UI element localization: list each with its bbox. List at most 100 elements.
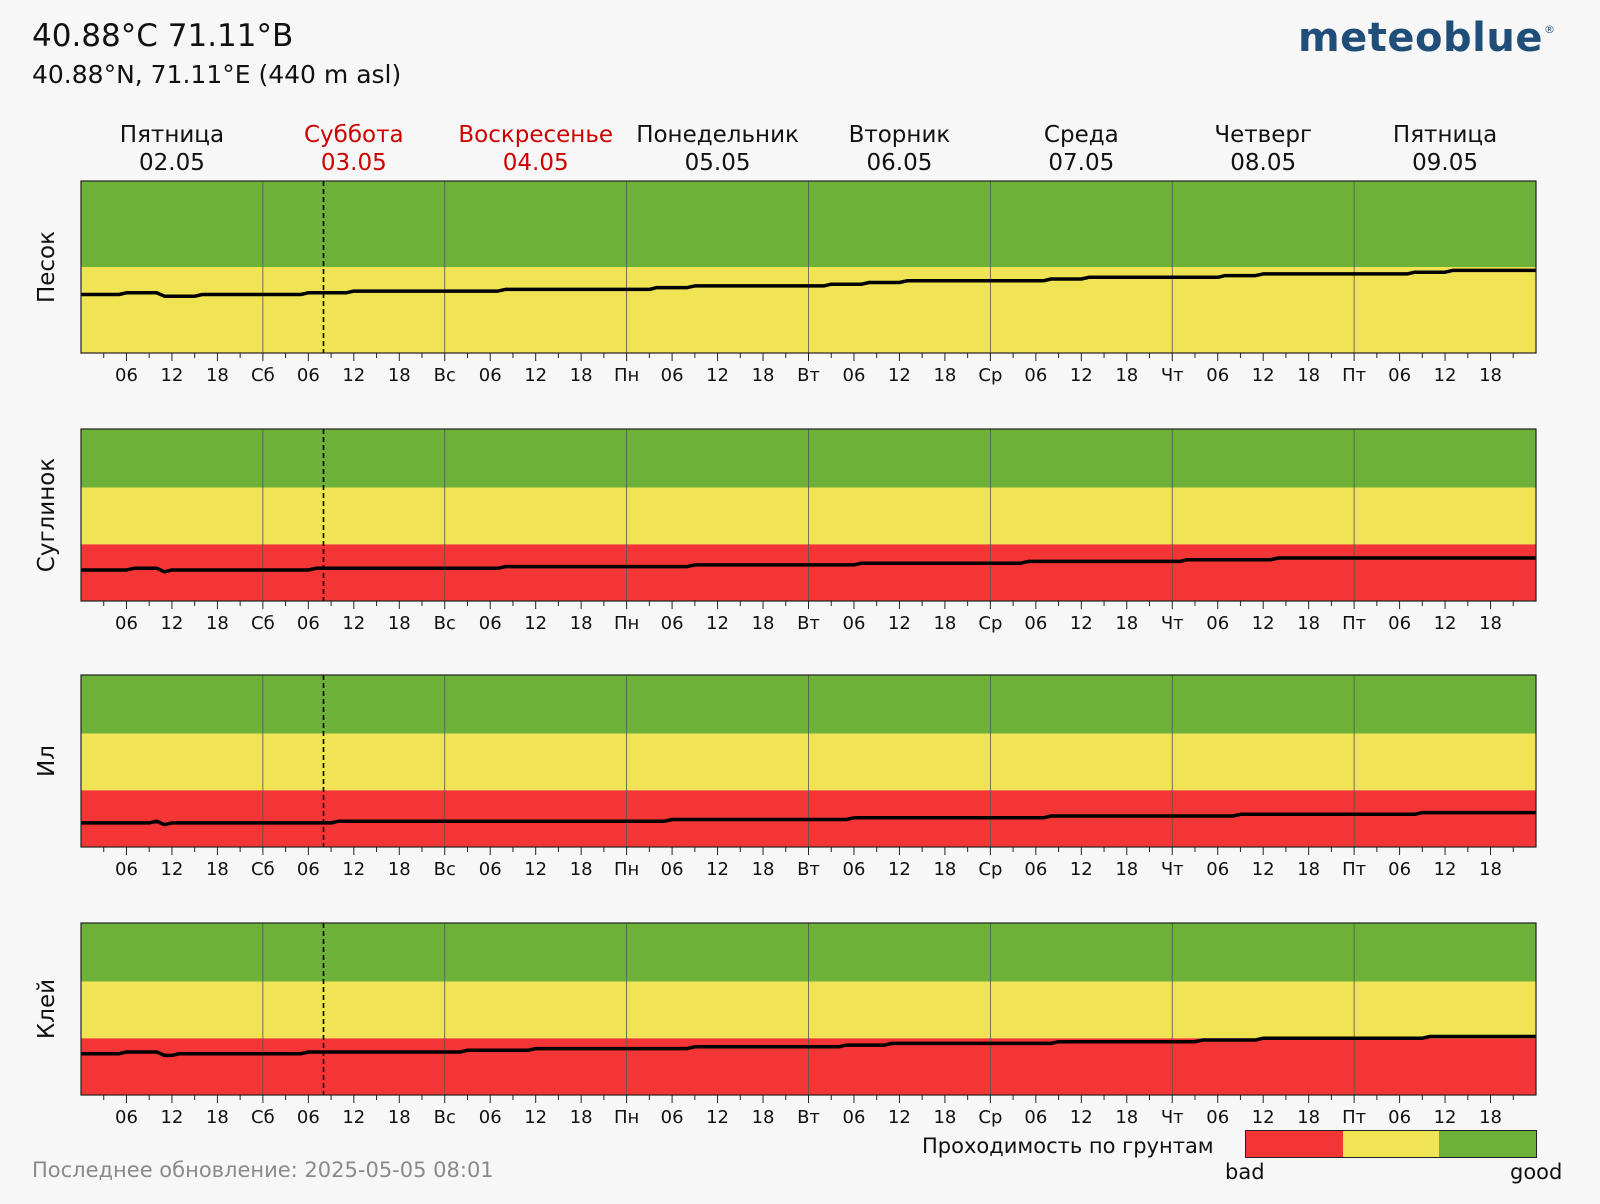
meteoblue-logo[interactable]: meteoblue® [1298, 15, 1556, 61]
series-line [81, 556, 1536, 574]
x-tick-label: Ср [978, 613, 1002, 634]
x-tick-label: 12 [706, 365, 729, 386]
series-line [81, 268, 1536, 298]
x-tick-label: 06 [843, 613, 866, 634]
x-tick-label: 18 [933, 613, 956, 634]
x-tick-label: 18 [1297, 1107, 1320, 1128]
x-tick-label: 12 [1252, 365, 1275, 386]
x-tick-label: 12 [1252, 1107, 1275, 1128]
x-tick-label: 12 [160, 859, 183, 880]
panel-ylabel: Ил [34, 745, 60, 777]
x-tick-label: Пн [614, 859, 639, 880]
day-name-label: Воскресенье [458, 122, 613, 148]
x-tick-label: 18 [752, 1107, 775, 1128]
x-tick-label: 18 [933, 1107, 956, 1128]
legend-swatch-bad [1246, 1131, 1343, 1157]
x-tick-label: 12 [1070, 365, 1093, 386]
x-tick-label: 06 [1024, 613, 1047, 634]
series-line [81, 1034, 1536, 1058]
x-tick-label: 06 [1388, 613, 1411, 634]
x-tick-label: 06 [479, 1107, 502, 1128]
x-tick-label: 18 [388, 365, 411, 386]
x-tick-label: 12 [342, 859, 365, 880]
x-tick-label: 18 [1297, 613, 1320, 634]
day-name-label: Пятница [120, 122, 224, 148]
x-tick-label: 06 [1206, 365, 1229, 386]
day-date-label: 09.05 [1412, 150, 1478, 176]
x-tick-label: 12 [342, 365, 365, 386]
x-tick-label: 18 [1479, 1107, 1502, 1128]
x-tick-label: Чт [1161, 859, 1184, 880]
x-tick-label: 06 [661, 859, 684, 880]
panel-1 [80, 180, 1537, 361]
x-tick-label: Ср [978, 859, 1002, 880]
x-tick-label: 18 [1115, 613, 1138, 634]
x-tick-label: 18 [206, 1107, 229, 1128]
x-tick-label: 18 [388, 859, 411, 880]
x-tick-label: Пт [1342, 1107, 1366, 1128]
x-tick-label: 18 [388, 1107, 411, 1128]
x-tick-label: 12 [888, 613, 911, 634]
x-tick-label: 06 [843, 1107, 866, 1128]
panel-4 [80, 922, 1537, 1103]
registered-mark: ® [1544, 23, 1556, 36]
x-tick-label: Пт [1342, 613, 1366, 634]
x-tick-label: 06 [1024, 365, 1047, 386]
x-tick-label: 18 [570, 1107, 593, 1128]
x-tick-label: 12 [160, 365, 183, 386]
panel-ylabel: Клей [34, 979, 60, 1039]
x-tick-label: 18 [752, 365, 775, 386]
x-tick-label: 18 [1115, 1107, 1138, 1128]
x-tick-label: Вс [434, 613, 456, 634]
x-tick-label: 06 [1206, 859, 1229, 880]
x-tick-label: Чт [1161, 1107, 1184, 1128]
day-date-label: 03.05 [321, 150, 387, 176]
x-tick-label: 06 [479, 365, 502, 386]
x-tick-label: Пн [614, 613, 639, 634]
panel-3 [80, 674, 1537, 855]
x-tick-label: 18 [570, 613, 593, 634]
x-tick-label: 18 [388, 613, 411, 634]
x-tick-label: Ср [978, 1107, 1002, 1128]
x-tick-label: Сб [251, 1107, 275, 1128]
location-title: 40.88°C 71.11°B [32, 18, 294, 54]
x-tick-label: 12 [888, 365, 911, 386]
x-tick-label: 12 [1434, 365, 1457, 386]
x-tick-label: 12 [706, 613, 729, 634]
legend-title: Проходимость по грунтам [922, 1134, 1214, 1158]
legend-bad-label: bad [1225, 1160, 1265, 1184]
x-tick-label: 18 [1479, 613, 1502, 634]
day-name-label: Пятница [1393, 122, 1497, 148]
day-date-label: 02.05 [139, 150, 205, 176]
x-tick-label: 12 [524, 365, 547, 386]
legend-good-label: good [1510, 1160, 1563, 1184]
day-date-label: 08.05 [1230, 150, 1296, 176]
x-tick-label: 12 [706, 859, 729, 880]
x-tick-label: 12 [160, 613, 183, 634]
x-tick-label: 18 [1115, 365, 1138, 386]
x-tick-label: 06 [661, 365, 684, 386]
x-tick-label: 06 [297, 1107, 320, 1128]
x-tick-label: 18 [206, 365, 229, 386]
legend-swatch-medium [1342, 1131, 1440, 1157]
x-tick-label: 06 [115, 859, 138, 880]
x-tick-label: 18 [1115, 859, 1138, 880]
day-date-label: 05.05 [685, 150, 751, 176]
x-tick-label: 18 [933, 859, 956, 880]
x-tick-label: 18 [206, 613, 229, 634]
x-tick-label: Вс [434, 365, 456, 386]
x-tick-label: 12 [524, 613, 547, 634]
x-tick-label: 06 [297, 859, 320, 880]
x-tick-label: 06 [115, 1107, 138, 1128]
location-coordinates: 40.88°N, 71.11°E (440 m asl) [32, 60, 402, 89]
x-tick-label: Пт [1342, 859, 1366, 880]
x-tick-label: 06 [479, 613, 502, 634]
x-tick-label: 12 [1252, 613, 1275, 634]
logo-text: meteoblue [1298, 15, 1543, 61]
x-tick-label: 06 [1388, 1107, 1411, 1128]
x-tick-label: Вс [434, 1107, 456, 1128]
x-tick-label: 18 [570, 859, 593, 880]
x-tick-label: 06 [1206, 1107, 1229, 1128]
panel-ylabel: Суглинок [34, 458, 60, 573]
